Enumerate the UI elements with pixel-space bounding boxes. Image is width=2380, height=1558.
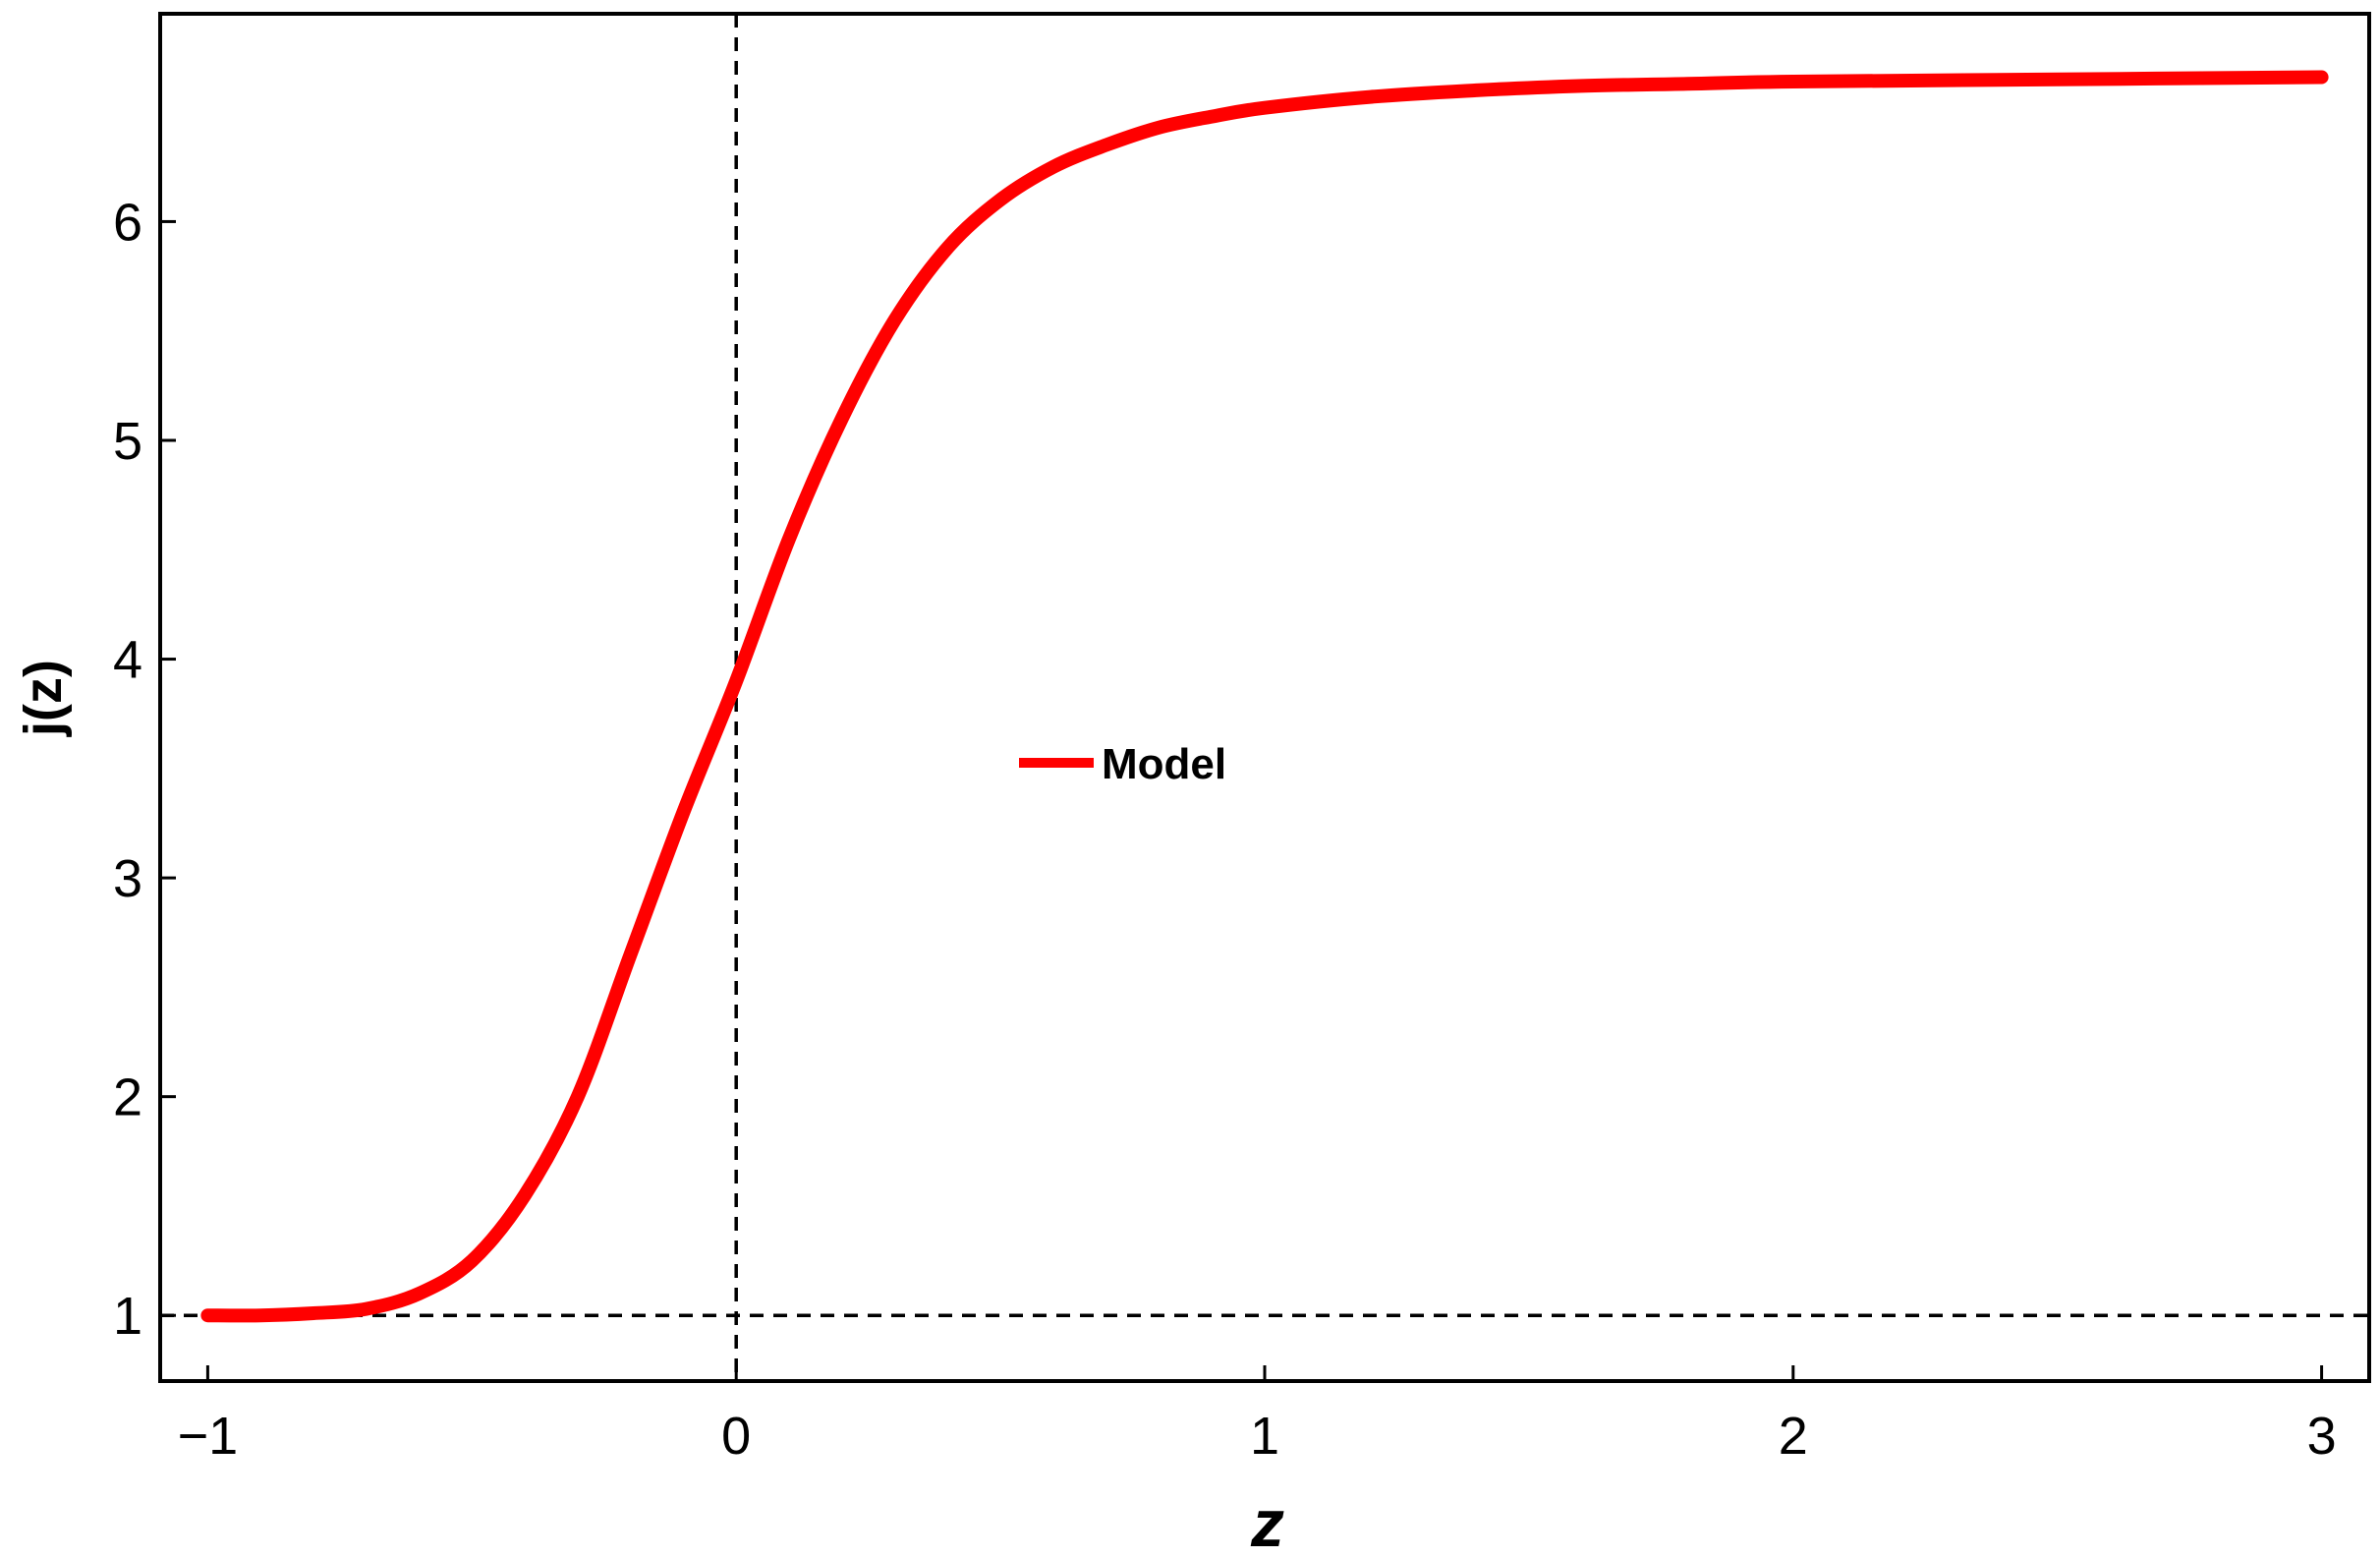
x-tick-label: 0 — [721, 1407, 751, 1466]
y-axis-title: j(z) — [14, 660, 73, 737]
legend-label-model: Model — [1102, 740, 1226, 788]
y-tick-label: 6 — [113, 193, 142, 252]
y-axis-ticks: 1 2 3 4 5 6 — [113, 193, 176, 1346]
y-tick-label: 3 — [113, 849, 142, 908]
y-tick-label: 4 — [113, 631, 142, 690]
x-axis-ticks: −1 0 1 2 3 — [178, 1365, 2337, 1466]
y-tick-label: 1 — [113, 1287, 142, 1346]
legend: Model — [1019, 740, 1226, 788]
series-line-model — [200, 70, 2329, 1323]
plot-frame — [158, 12, 2371, 1383]
x-tick-label: 1 — [1250, 1407, 1279, 1466]
reference-lines — [160, 14, 2369, 1381]
x-axis-title: z — [1250, 1486, 1284, 1558]
x-tick-label: −1 — [178, 1407, 239, 1466]
x-tick-label: 3 — [2307, 1407, 2337, 1466]
y-tick-label: 2 — [113, 1068, 142, 1127]
x-tick-label: 2 — [1779, 1407, 1808, 1466]
y-tick-label: 5 — [113, 412, 142, 471]
